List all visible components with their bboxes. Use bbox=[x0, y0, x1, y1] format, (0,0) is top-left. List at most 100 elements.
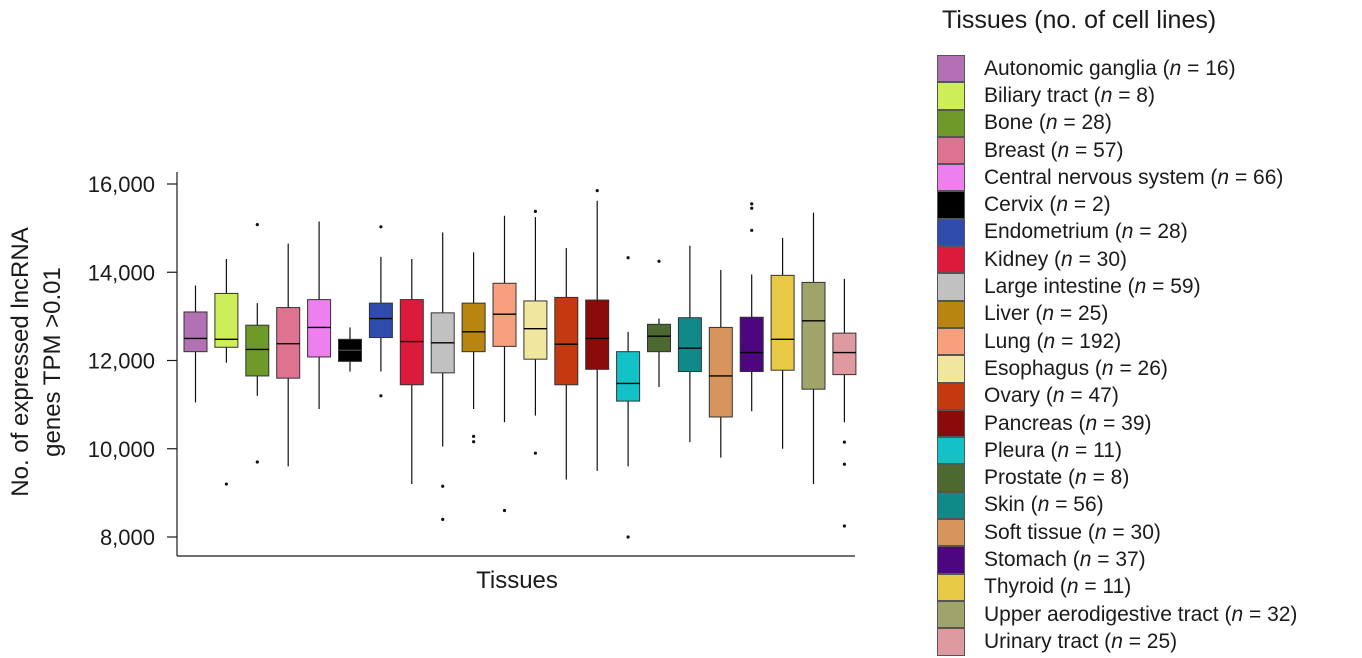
outlier-point bbox=[595, 189, 599, 193]
box-prostate bbox=[647, 259, 671, 387]
box-skin bbox=[677, 245, 702, 443]
legend-label: Ovary (n = 47) bbox=[984, 384, 1119, 408]
outlier-point bbox=[750, 202, 754, 206]
legend-swatch bbox=[937, 164, 965, 192]
legend-label: Lung (n = 192) bbox=[984, 329, 1122, 353]
box-soft-tissue bbox=[708, 270, 733, 458]
legend-item-skin: Skin (n = 56) bbox=[937, 491, 1297, 520]
legend-swatch bbox=[937, 464, 965, 492]
legend-swatch bbox=[937, 246, 965, 274]
legend-item-endometrium: Endometrium (n = 28) bbox=[937, 218, 1297, 247]
legend-swatch bbox=[937, 273, 965, 301]
outlier-point bbox=[657, 259, 661, 263]
box-thyroid bbox=[770, 237, 795, 449]
box-urinary-tract bbox=[832, 278, 857, 528]
legend-label: Upper aerodigestive tract (n = 32) bbox=[984, 602, 1298, 626]
outlier-point bbox=[626, 535, 630, 539]
box-upper-aerodigestive-tract bbox=[801, 212, 826, 485]
outlier-point bbox=[533, 451, 538, 455]
legend-swatch bbox=[937, 218, 965, 247]
box-endometrium bbox=[368, 225, 393, 398]
box-lung bbox=[492, 215, 517, 513]
legend-item-cervix: Cervix (n = 2) bbox=[937, 191, 1297, 219]
legend-swatch bbox=[937, 573, 965, 601]
legend-item-breast: Breast (n = 57) bbox=[937, 136, 1297, 165]
box-iqr bbox=[739, 316, 764, 373]
outlier-point bbox=[750, 206, 754, 210]
legend-item-ovary: Ovary (n = 47) bbox=[937, 382, 1297, 410]
legend-swatch bbox=[937, 437, 965, 465]
legend-swatch bbox=[937, 191, 965, 219]
y-tick-label: 10,000 bbox=[88, 437, 155, 462]
legend-swatch bbox=[937, 628, 965, 656]
y-tick-label: 16,000 bbox=[88, 172, 155, 197]
box-esophagus bbox=[523, 209, 548, 455]
legend-label: Kidney (n = 30) bbox=[984, 247, 1128, 271]
legend-item-urinary-tract: Urinary tract (n = 25) bbox=[937, 628, 1297, 656]
box-ovary bbox=[554, 247, 579, 480]
box-iqr bbox=[523, 300, 548, 360]
legend-item-kidney: Kidney (n = 30) bbox=[937, 246, 1297, 274]
boxplot-chart: 8,000 10,000 12,000 14,000 16,000 Tissues No… bbox=[7, 172, 857, 594]
legend-item-autonomic-ganglia: Autonomic ganglia (n = 16) bbox=[937, 55, 1297, 83]
outlier-point bbox=[502, 508, 507, 513]
legend-swatch bbox=[937, 491, 965, 520]
box-iqr bbox=[677, 317, 702, 373]
legend-item-upper-aerodigestive-tract: Upper aerodigestive tract (n = 32) bbox=[937, 600, 1298, 629]
box-iqr bbox=[585, 299, 610, 370]
legend-swatch bbox=[937, 355, 965, 383]
legend-swatch bbox=[937, 300, 965, 328]
legend-item-lung: Lung (n = 192) bbox=[937, 327, 1297, 356]
legend-label: Soft tissue (n = 30) bbox=[984, 520, 1161, 544]
box-stomach bbox=[739, 202, 764, 412]
legend-item-biliary-tract: Biliary tract (n = 8) bbox=[937, 82, 1297, 110]
legend-label: Stomach (n = 37) bbox=[984, 547, 1146, 571]
box-iqr bbox=[801, 281, 826, 390]
legend-item-pleura: Pleura (n = 11) bbox=[937, 437, 1297, 465]
y-axis: 8,000 10,000 12,000 14,000 16,000 bbox=[88, 172, 178, 556]
box-iqr bbox=[647, 323, 671, 353]
outlier-point bbox=[842, 524, 847, 528]
outlier-point bbox=[842, 462, 847, 466]
legend-item-bone: Bone (n = 28) bbox=[937, 109, 1297, 137]
legend-item-liver: Liver (n = 25) bbox=[937, 300, 1297, 328]
legend-label: Biliary tract (n = 8) bbox=[984, 83, 1155, 107]
legend-label: Large intestine (n = 59) bbox=[984, 275, 1201, 299]
outlier-point bbox=[379, 394, 383, 398]
outlier-point bbox=[533, 209, 538, 213]
legend-swatch bbox=[937, 600, 965, 629]
legend-swatch bbox=[937, 109, 965, 137]
legend-label: Liver (n = 25) bbox=[984, 302, 1109, 326]
box-iqr bbox=[245, 324, 270, 377]
legend-label: Endometrium (n = 28) bbox=[984, 220, 1188, 244]
legend-label: Pleura (n = 11) bbox=[984, 438, 1122, 462]
legend-swatch bbox=[937, 327, 965, 356]
legend-item-stomach: Stomach (n = 37) bbox=[937, 546, 1297, 574]
box-series bbox=[183, 189, 857, 539]
legend-item-soft-tissue: Soft tissue (n = 30) bbox=[937, 519, 1297, 547]
legend-swatch bbox=[937, 55, 965, 83]
legend-item-pancreas: Pancreas (n = 39) bbox=[937, 409, 1297, 438]
legend-item-esophagus: Esophagus (n = 26) bbox=[937, 355, 1297, 383]
box-iqr bbox=[616, 351, 641, 402]
legend: Autonomic ganglia (n = 16) Biliary tract … bbox=[937, 55, 1297, 656]
box-kidney bbox=[399, 259, 424, 485]
box-iqr bbox=[770, 274, 795, 371]
legend-swatch bbox=[937, 82, 965, 110]
box-iqr bbox=[554, 296, 579, 386]
legend-label: Bone (n = 28) bbox=[984, 111, 1112, 135]
box-iqr bbox=[708, 326, 733, 418]
box-central-nervous-system bbox=[307, 221, 332, 410]
legend-item-prostate: Prostate (n = 8) bbox=[937, 464, 1297, 492]
box-biliary-tract bbox=[214, 259, 239, 486]
legend-swatch bbox=[937, 382, 965, 410]
legend-label: Esophagus (n = 26) bbox=[984, 356, 1168, 380]
y-tick-label: 12,000 bbox=[88, 349, 155, 374]
box-iqr bbox=[307, 299, 332, 358]
y-tick-label: 8,000 bbox=[100, 525, 155, 550]
x-axis-label: Tissues bbox=[476, 567, 558, 594]
outlier-point bbox=[626, 256, 630, 260]
legend-label: Central nervous system (n = 66) bbox=[984, 165, 1284, 189]
legend-label: Pancreas (n = 39) bbox=[984, 411, 1152, 435]
box-liver bbox=[461, 252, 486, 444]
